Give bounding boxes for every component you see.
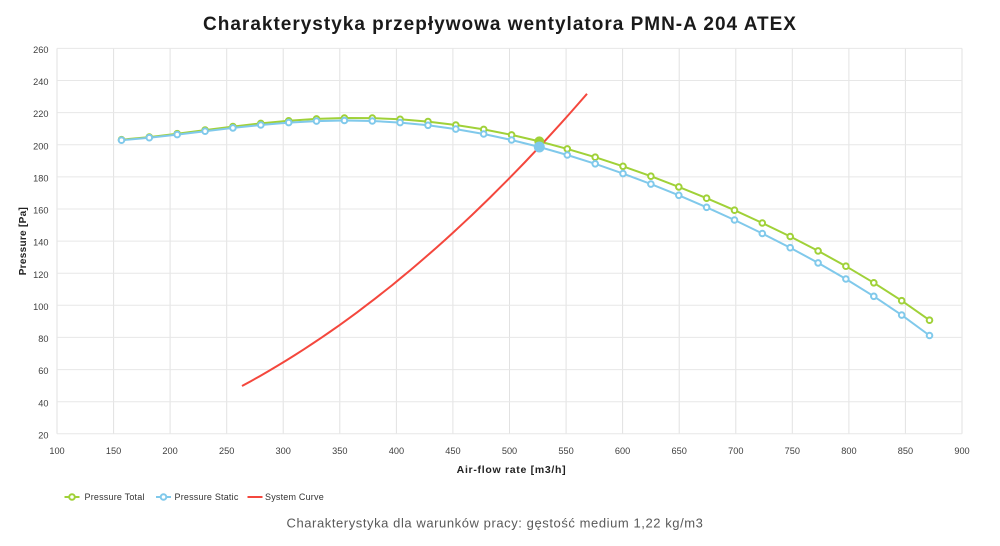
svg-text:250: 250: [219, 446, 234, 456]
svg-text:300: 300: [276, 446, 291, 456]
svg-text:Pressure Static: Pressure Static: [175, 492, 239, 502]
svg-text:Charakterystyka dla warunków p: Charakterystyka dla warunków pracy: gęst…: [287, 516, 704, 531]
svg-text:200: 200: [162, 446, 177, 456]
svg-text:150: 150: [106, 446, 121, 456]
svg-text:650: 650: [672, 446, 687, 456]
svg-text:20: 20: [38, 430, 48, 440]
svg-text:500: 500: [502, 446, 517, 456]
svg-text:750: 750: [785, 446, 800, 456]
svg-text:100: 100: [33, 302, 48, 312]
svg-text:180: 180: [33, 174, 48, 184]
svg-text:600: 600: [615, 446, 630, 456]
svg-text:Pressure Total: Pressure Total: [85, 492, 145, 502]
svg-text:900: 900: [954, 446, 969, 456]
svg-text:System Curve: System Curve: [265, 492, 324, 502]
svg-text:200: 200: [33, 141, 48, 151]
svg-text:60: 60: [38, 366, 48, 376]
svg-text:80: 80: [38, 334, 48, 344]
svg-text:260: 260: [33, 45, 48, 55]
svg-text:120: 120: [33, 270, 48, 280]
svg-text:Charakterystyka przepływowa we: Charakterystyka przepływowa wentylatora …: [203, 14, 797, 35]
svg-text:800: 800: [841, 446, 856, 456]
svg-text:700: 700: [728, 446, 743, 456]
svg-text:240: 240: [33, 77, 48, 87]
svg-text:140: 140: [33, 238, 48, 248]
svg-text:350: 350: [332, 446, 347, 456]
svg-text:40: 40: [38, 398, 48, 408]
svg-text:Pressure [Pa]: Pressure [Pa]: [18, 207, 29, 275]
svg-text:400: 400: [389, 446, 404, 456]
svg-text:Air-flow rate [m3/h]: Air-flow rate [m3/h]: [457, 464, 567, 476]
svg-text:550: 550: [558, 446, 573, 456]
svg-text:160: 160: [33, 206, 48, 216]
svg-text:850: 850: [898, 446, 913, 456]
svg-text:220: 220: [33, 109, 48, 119]
svg-text:450: 450: [445, 446, 460, 456]
svg-text:100: 100: [49, 446, 64, 456]
